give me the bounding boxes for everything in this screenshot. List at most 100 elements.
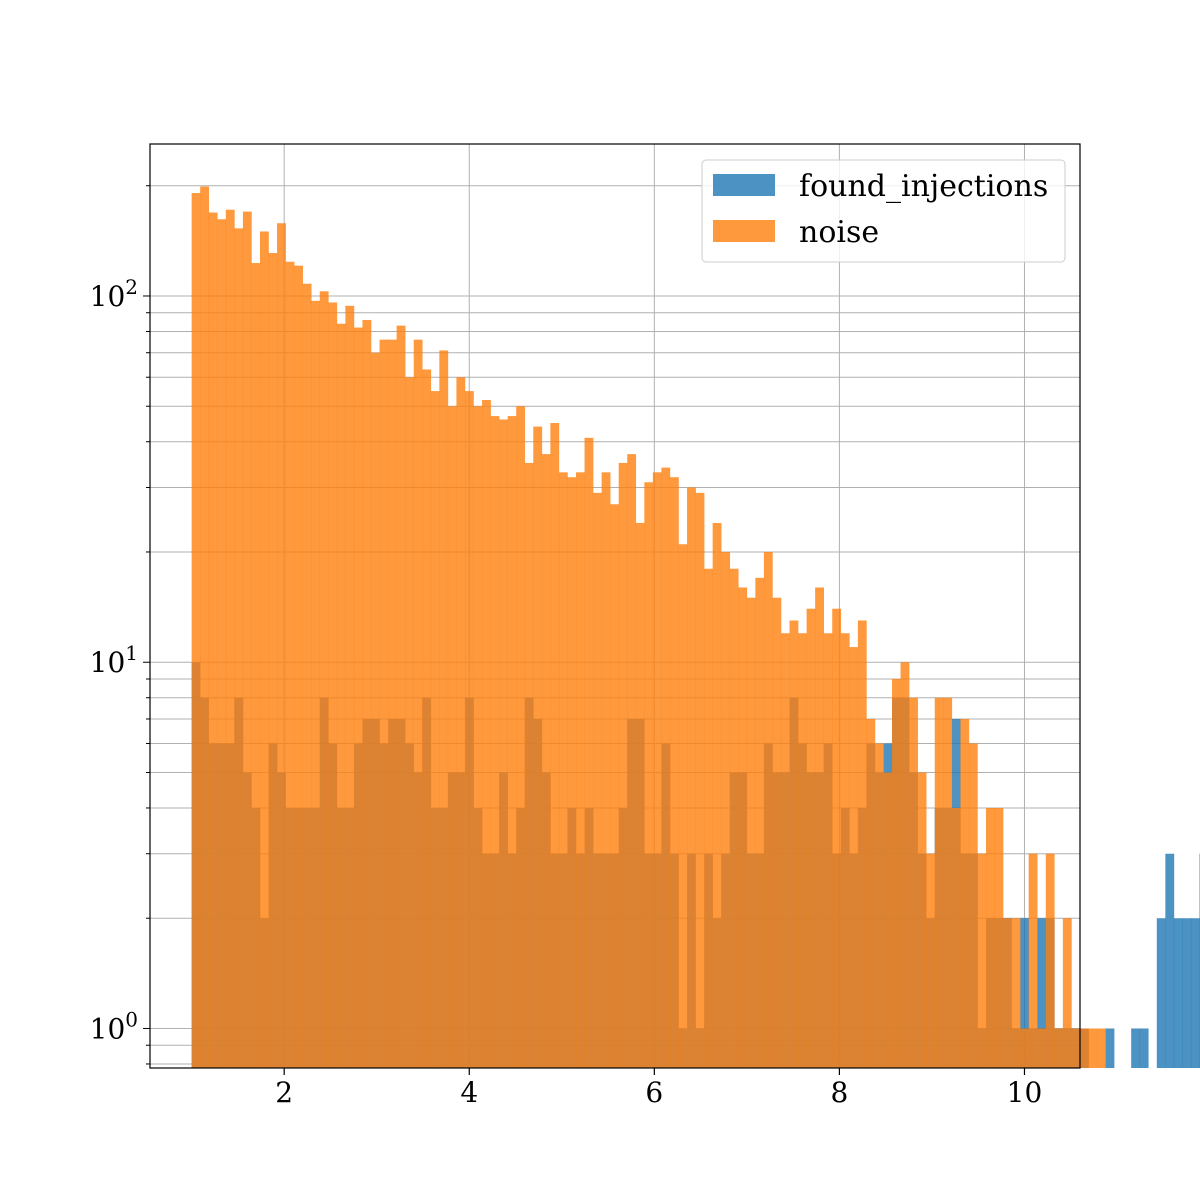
x-tick-label: 6 (645, 1076, 663, 1109)
bar-noise (1062, 918, 1072, 1068)
bar-noise (558, 472, 568, 1068)
bar-noise (1071, 1028, 1081, 1068)
bar-noise (499, 419, 508, 1068)
bar-noise (815, 587, 824, 1068)
bar-found_injections (1020, 918, 1029, 1068)
bar-noise (712, 522, 722, 1068)
bar-noise (473, 406, 483, 1068)
legend-box (701, 159, 1066, 263)
bar-noise (294, 265, 303, 1068)
bar-noise (892, 678, 901, 1068)
bar-noise (678, 544, 688, 1068)
bar-noise (746, 597, 756, 1068)
bar-noise (482, 399, 491, 1068)
bar-noise (200, 186, 210, 1068)
bar-noise (208, 212, 218, 1069)
histogram-bars (191, 186, 1200, 1069)
bar-noise (687, 487, 696, 1069)
x-axis-ticks: 2 4 6 8 10 (275, 1068, 1042, 1109)
bar-noise (729, 568, 739, 1068)
bar-noise (388, 339, 397, 1068)
bar-noise (968, 743, 978, 1068)
bar-noise (1088, 1028, 1098, 1068)
bar-noise (951, 807, 961, 1068)
bar-noise (883, 772, 893, 1068)
bar-noise (695, 492, 705, 1068)
bar-noise (1003, 918, 1012, 1068)
bar-noise (575, 472, 585, 1068)
bar-found_injections (1139, 1028, 1149, 1068)
bar-noise (1045, 853, 1055, 1068)
bar-noise (943, 697, 953, 1068)
bar-found_injections (1190, 918, 1200, 1068)
bar-found_injections (1165, 853, 1175, 1068)
bar-noise (302, 283, 312, 1068)
bar-noise (277, 223, 286, 1068)
bar-noise (1079, 1028, 1089, 1068)
bar-noise (328, 302, 338, 1068)
bar-noise (447, 406, 457, 1068)
bar-noise (268, 253, 278, 1069)
bar-noise (669, 477, 679, 1068)
bar-noise (789, 620, 799, 1068)
x-tick-label: 8 (830, 1076, 848, 1109)
bar-found_injections (1105, 1028, 1115, 1068)
bar-noise (644, 482, 654, 1068)
legend-label: noise (799, 215, 879, 250)
bar-noise (430, 391, 440, 1069)
bar-noise (319, 291, 329, 1068)
bar-noise (832, 608, 842, 1068)
bar-noise (840, 633, 850, 1068)
bar-noise (541, 454, 551, 1068)
bar-noise (985, 807, 995, 1068)
bar-noise (960, 718, 970, 1068)
bar-found_injections (1182, 918, 1192, 1068)
bar-noise (345, 305, 355, 1068)
bar-noise (635, 522, 645, 1068)
bar-noise (994, 807, 1004, 1068)
bar-noise (456, 377, 466, 1068)
y-tick-label: 100 (90, 1007, 138, 1045)
bar-noise (259, 231, 269, 1068)
bar-noise (627, 454, 637, 1068)
bar-noise (652, 472, 662, 1068)
bar-noise (926, 853, 936, 1068)
bar-noise (763, 551, 773, 1068)
legend-swatch (713, 220, 775, 242)
bar-noise (823, 633, 833, 1068)
bar-noise (661, 467, 671, 1068)
bar-noise (1054, 1028, 1064, 1068)
bar-noise (405, 377, 415, 1068)
bar-noise (533, 426, 543, 1068)
bar-noise (311, 300, 321, 1068)
bar-noise (798, 633, 807, 1068)
bar-noise (934, 697, 944, 1068)
bar-noise (439, 350, 449, 1068)
bar-noise (413, 339, 423, 1068)
y-axis-ticks: 100 101 102 (90, 185, 150, 1065)
y-tick-label: 101 (90, 641, 138, 679)
y-tick-label: 102 (90, 275, 138, 313)
bar-noise (593, 492, 602, 1068)
bar-noise (584, 437, 594, 1068)
legend-swatch (713, 174, 775, 196)
axes-frame (149, 143, 1081, 1069)
bar-noise (524, 462, 534, 1069)
bar-noise (285, 261, 295, 1069)
bar-found_injections (1131, 1028, 1141, 1068)
bar-noise (242, 211, 252, 1068)
bar-noise (601, 472, 611, 1068)
bar-noise (371, 352, 380, 1069)
bar-noise (251, 263, 261, 1069)
bar-noise (917, 772, 927, 1068)
bar-noise (1097, 1028, 1106, 1068)
bar-found_injections (1037, 918, 1047, 1068)
bar-noise (379, 339, 389, 1068)
bar-noise (780, 633, 790, 1068)
x-tick-label: 4 (460, 1076, 478, 1109)
bar-noise (909, 697, 918, 1068)
bar-found_injections (1156, 918, 1166, 1068)
bar-noise (704, 568, 713, 1068)
